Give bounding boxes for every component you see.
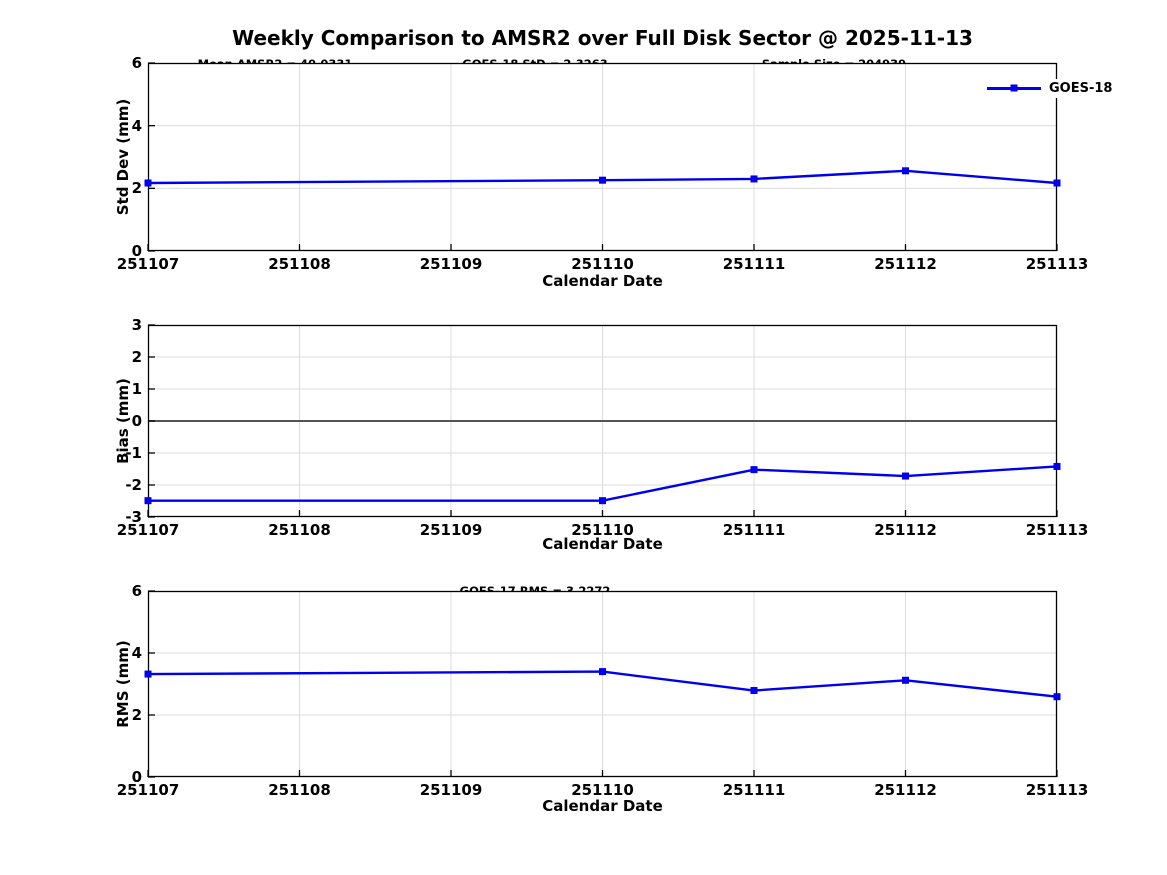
x-tick-label: 251109 bbox=[419, 255, 483, 273]
data-point-marker bbox=[1053, 693, 1061, 701]
y-tick-label: 0 bbox=[131, 768, 142, 786]
y-tick-label: -1 bbox=[125, 444, 142, 462]
stddev-plot-area bbox=[144, 62, 1061, 252]
data-point-marker bbox=[144, 497, 152, 505]
subplot-canvas bbox=[144, 324, 1061, 518]
x-tick-label: 251111 bbox=[722, 521, 786, 539]
y-tick-label: 6 bbox=[131, 582, 142, 600]
x-tick-label: 251112 bbox=[874, 781, 937, 799]
x-tick-label: 251110 bbox=[571, 255, 634, 273]
subplot-canvas bbox=[144, 62, 1061, 252]
x-tick-label: 251107 bbox=[116, 781, 180, 799]
x-axis-label-bias: Calendar Date bbox=[542, 535, 663, 553]
rms-plot-area bbox=[144, 590, 1061, 778]
x-axis-label-rms: Calendar Date bbox=[542, 797, 663, 815]
y-tick-label: 4 bbox=[131, 116, 142, 135]
x-tick-label: 251107 bbox=[116, 521, 180, 539]
data-point-marker bbox=[599, 497, 606, 505]
legend-square-marker-icon bbox=[1010, 84, 1018, 92]
x-tick-label: 251110 bbox=[571, 781, 634, 799]
x-tick-label: 251112 bbox=[874, 521, 937, 539]
y-tick-label: 2 bbox=[131, 348, 142, 366]
data-point-marker bbox=[902, 472, 909, 480]
y-tick-label: 6 bbox=[131, 54, 142, 72]
x-tick-label: 251110 bbox=[571, 521, 634, 539]
x-tick-label: 251111 bbox=[722, 255, 786, 273]
y-tick-label: 2 bbox=[131, 706, 142, 724]
x-tick-label: 251108 bbox=[268, 781, 331, 799]
x-tick-label: 251109 bbox=[419, 781, 483, 799]
subplot-canvas bbox=[144, 590, 1061, 778]
y-tick-label: 2 bbox=[131, 179, 142, 198]
data-point-marker bbox=[1053, 462, 1061, 470]
figure-title: Weekly Comparison to AMSR2 over Full Dis… bbox=[232, 26, 973, 50]
y-tick-label: 0 bbox=[131, 412, 142, 430]
x-axis-label-stddev: Calendar Date bbox=[542, 272, 663, 290]
x-tick-label: 251111 bbox=[722, 781, 786, 799]
data-point-marker bbox=[599, 668, 606, 676]
data-point-marker bbox=[902, 167, 909, 175]
legend: GOES-18 bbox=[983, 79, 1117, 98]
data-point-marker bbox=[902, 676, 909, 684]
data-point-marker bbox=[144, 179, 152, 187]
x-tick-label: 251108 bbox=[268, 521, 331, 539]
data-point-marker bbox=[1053, 179, 1061, 187]
bias-plot-area bbox=[144, 324, 1061, 518]
data-point-marker bbox=[750, 466, 758, 474]
x-tick-label: 251113 bbox=[1025, 255, 1089, 273]
data-point-marker bbox=[144, 670, 152, 678]
y-tick-label: 1 bbox=[131, 380, 142, 398]
legend-line-sample bbox=[987, 84, 1041, 92]
y-tick-label: 3 bbox=[131, 316, 142, 334]
data-point-marker bbox=[750, 175, 758, 183]
x-tick-label: 251113 bbox=[1025, 521, 1089, 539]
y-tick-label: -3 bbox=[125, 508, 142, 526]
y-tick-label: 0 bbox=[131, 242, 142, 260]
y-tick-label: 4 bbox=[131, 644, 142, 662]
x-tick-label: 251107 bbox=[116, 255, 180, 273]
data-point-marker bbox=[599, 176, 606, 184]
x-tick-label: 251112 bbox=[874, 255, 937, 273]
x-tick-label: 251113 bbox=[1025, 781, 1089, 799]
x-tick-label: 251109 bbox=[419, 521, 483, 539]
x-tick-label: 251108 bbox=[268, 255, 331, 273]
data-point-marker bbox=[750, 687, 758, 695]
y-tick-label: -2 bbox=[125, 476, 142, 494]
legend-label: GOES-18 bbox=[1049, 81, 1113, 96]
